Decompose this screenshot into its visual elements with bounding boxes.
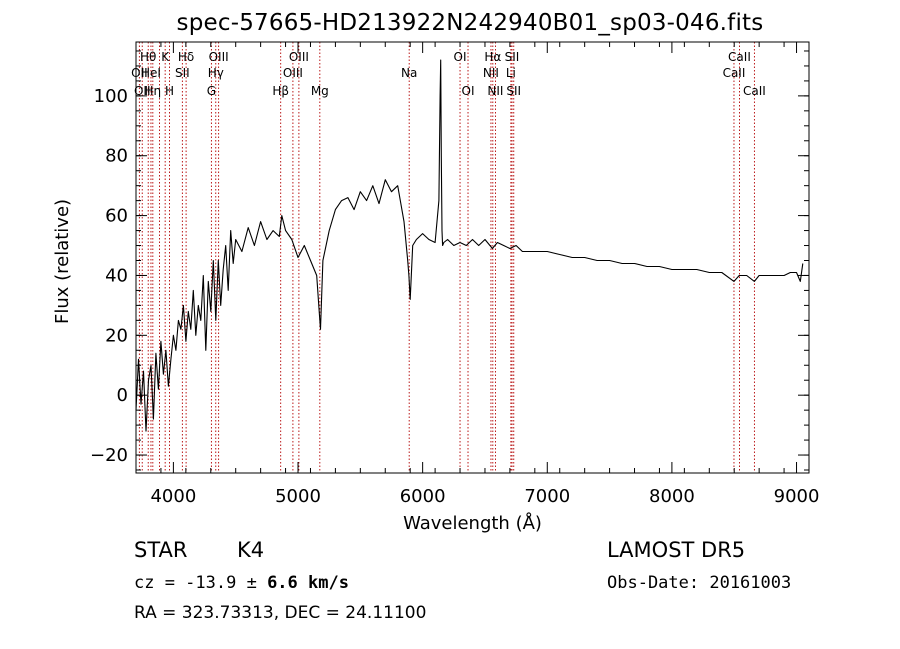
line-label: NII <box>487 84 503 98</box>
x-tick-label: 5000 <box>275 486 321 507</box>
y-tick-label: 40 <box>105 265 128 286</box>
coordinates: RA = 323.73313, DEC = 24.11100 <box>134 603 427 623</box>
spectrum-series <box>135 59 804 432</box>
line-label: Mg <box>311 84 329 98</box>
line-label: Hα <box>484 50 501 64</box>
survey-name: LAMOST DR5 <box>607 538 746 562</box>
cz-value: cz = -13.9 ± <box>134 573 268 593</box>
x-tick-label: 8000 <box>649 486 695 507</box>
spectrum-line <box>135 59 804 432</box>
y-axis-label: Flux (relative) <box>52 199 73 324</box>
line-label: CaII <box>728 50 751 64</box>
line-label: Hδ <box>178 50 194 64</box>
line-label: HeI <box>141 66 161 80</box>
axes: 4000 5000 6000 7000 8000 9000 −20 0 20 40 60 80 100 W… <box>52 41 820 534</box>
plot-frame <box>135 41 810 474</box>
redshift-readout: cz = -13.9 ± 6.6 km/s <box>134 573 349 593</box>
x-tick-label: 7000 <box>524 486 570 507</box>
chart-title: spec-57665-HD213922N242940B01_sp03-046.f… <box>176 10 764 36</box>
y-tick-label: −20 <box>90 445 128 466</box>
y-tick-label: 80 <box>105 146 128 167</box>
y-tick-label: 60 <box>105 206 128 227</box>
line-label: Hη <box>145 84 162 98</box>
line-label: G <box>207 84 216 98</box>
x-axis-label: Wavelength (Å) <box>403 512 542 534</box>
spectral-subclass: K4 <box>237 538 265 562</box>
line-label: H <box>165 84 174 98</box>
spectral-lines <box>138 42 755 473</box>
line-label: Li <box>506 66 516 80</box>
line-label: CaII <box>723 66 746 80</box>
line-label: OI <box>462 84 475 98</box>
line-label: OIII <box>289 50 309 64</box>
line-label: SII <box>506 84 521 98</box>
line-label: Na <box>401 66 417 80</box>
y-tick-label: 0 <box>117 385 128 406</box>
x-tick-label: 6000 <box>400 486 446 507</box>
line-label: K <box>161 50 170 64</box>
line-label: Hθ <box>140 50 156 64</box>
line-label: OIII <box>283 66 303 80</box>
cz-error: 6.6 km/s <box>267 573 349 593</box>
line-label: OI <box>454 50 467 64</box>
line-label: OIII <box>209 50 229 64</box>
line-label: CaII <box>743 84 766 98</box>
line-label: OII <box>134 84 151 98</box>
y-tick-label: 100 <box>94 86 128 107</box>
line-labels: OIIOIIHθHeIHηKHSIIHδGHγOIIIHβOIIIOIIIMgN… <box>131 50 766 98</box>
line-label: SII <box>505 50 520 64</box>
y-tick-label: 20 <box>105 325 128 346</box>
object-type: STAR <box>134 538 188 562</box>
line-label: SII <box>175 66 190 80</box>
line-label: Hγ <box>208 66 224 80</box>
x-tick-label: 4000 <box>150 486 196 507</box>
line-label: Hβ <box>272 84 289 98</box>
observation-date: Obs-Date: 20161003 <box>607 573 792 593</box>
line-label: OII <box>131 66 148 80</box>
line-label: NII <box>483 66 499 80</box>
x-tick-label: 9000 <box>774 486 820 507</box>
